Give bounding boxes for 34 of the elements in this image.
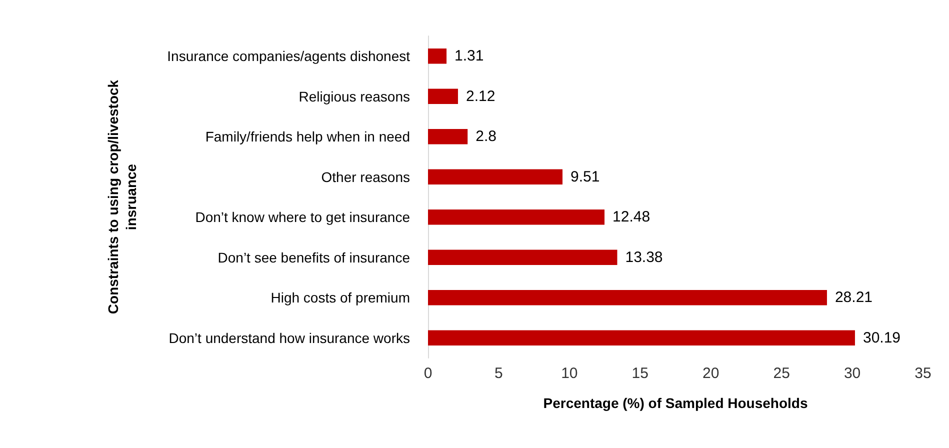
bar [428,290,827,306]
y-tick-label: Other reasons [321,168,410,185]
data-label: 1.31 [454,48,484,65]
x-tick-label: 10 [561,365,578,382]
data-label: 13.38 [625,248,663,266]
x-tick-label: 25 [773,365,790,382]
bar [428,169,562,185]
bar [428,330,855,346]
y-tick-label: Don’t see benefits of insurance [218,249,410,266]
data-label: 12.48 [612,208,650,226]
y-tick-label: Don’t know where to get insurance [195,209,410,226]
y-tick-label: Family/friends help when in need [205,128,410,145]
bar [428,250,618,266]
x-tick-label: 0 [424,365,432,382]
x-tick-label: 5 [494,365,503,382]
x-tick-label: 35 [914,365,932,382]
y-tick-label: High costs of premium [270,290,410,306]
data-label: 9.51 [570,168,600,186]
bar [428,209,605,225]
x-axis-title: Percentage (%) of Sampled Households [543,395,808,411]
x-tick-label: 20 [702,365,720,382]
bar [428,128,468,144]
bar [428,88,458,104]
bar [428,48,447,64]
data-label: 2.8 [476,128,496,146]
y-tick-label: Don’t understand how insurance works [168,330,410,346]
y-tick-label: Religious reasons [298,88,410,104]
x-tick-label: 30 [844,365,861,382]
x-tick-label: 15 [632,365,648,382]
data-label: 30.19 [862,329,901,346]
data-label: 28.21 [834,289,873,306]
data-label: 2.12 [466,88,496,105]
y-axis-title: Constraints to using crop/livestock insruance [105,80,139,314]
y-tick-label: Insurance companies/agents dishonest [167,48,410,64]
